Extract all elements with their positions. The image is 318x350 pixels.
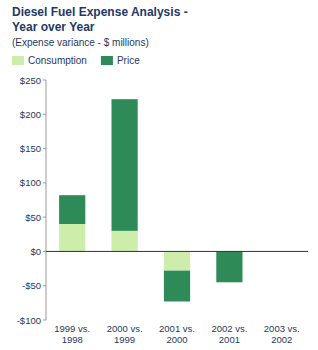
y-tick [43, 148, 46, 149]
bar [164, 251, 190, 270]
x-axis: 1999 vs.1998 2000 vs.1999 2001 vs.2000 2002… [54, 323, 300, 345]
y-tick-label: $100 [20, 177, 41, 188]
title: Year over Year [12, 20, 95, 34]
y-tick [43, 320, 46, 321]
x-tick-label-line: 2002 [271, 334, 292, 345]
y-tick [43, 285, 46, 286]
x-tick-label: 2002 vs.2001 [211, 323, 247, 345]
y-tick-label: -$50 [22, 280, 41, 291]
y-tick-label: -$100 [17, 315, 41, 326]
y-tick [43, 182, 46, 183]
title: Diesel Fuel Expense Analysis - [12, 5, 188, 19]
y-tick [43, 80, 46, 81]
baseline [46, 251, 308, 252]
x-tick-label-line: 2003 vs. [264, 323, 300, 334]
legend-label: Consumption [28, 55, 87, 66]
subtitle: (Expense variance - $ millions) [12, 37, 149, 48]
x-tick-label: 2000 vs.1999 [107, 323, 143, 345]
legend-label: Price [117, 55, 140, 66]
y-tick-label: $150 [20, 143, 41, 154]
chart: Diesel Fuel Expense Analysis -Year over … [0, 0, 318, 350]
bar [216, 251, 242, 282]
x-tick-label-line: 1999 [114, 334, 135, 345]
x-tick-label-line: 2002 vs. [211, 323, 247, 334]
y-tick-label: $200 [20, 109, 41, 120]
x-tick-label-line: 2000 [166, 334, 187, 345]
y-tick-label: $0 [30, 246, 41, 257]
x-tick-label: 1999 vs.1998 [54, 323, 90, 345]
x-tick-label-line: 1999 vs. [54, 323, 90, 334]
y-tick [43, 251, 46, 252]
y-axis-line [46, 80, 47, 320]
bar [59, 195, 85, 224]
y-tick-label: $250 [20, 75, 41, 86]
y-tick [43, 217, 46, 218]
x-tick-label-line: 2001 [219, 334, 240, 345]
y-axis: -$100 -$50 $0 $50 $100 $150 $200 $250 [17, 75, 46, 326]
bar [112, 231, 138, 252]
x-tick-label-line: 1998 [62, 334, 83, 345]
x-tick-label: 2001 vs.2000 [159, 323, 195, 345]
bar [59, 224, 85, 251]
legend: Consumption Price [12, 55, 140, 66]
bar [112, 99, 138, 231]
bars [59, 99, 242, 301]
bar [164, 271, 190, 302]
legend-swatch [12, 56, 24, 65]
x-tick-label-line: 2001 vs. [159, 323, 195, 334]
x-tick-label: 2003 vs.2002 [264, 323, 300, 345]
legend-swatch [101, 56, 113, 65]
y-tick-label: $50 [25, 212, 41, 223]
y-tick [43, 114, 46, 115]
x-tick-label-line: 2000 vs. [107, 323, 143, 334]
